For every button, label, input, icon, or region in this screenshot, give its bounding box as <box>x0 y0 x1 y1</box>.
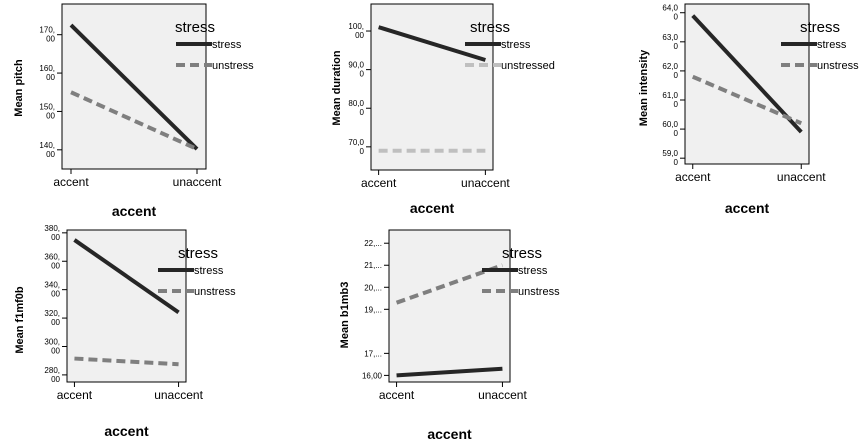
chart-panel-1: 170, 00 160, 00 150, 00 140, 00 accent unaccent ac… <box>13 3 254 219</box>
legend-title: stress <box>178 245 218 262</box>
x-axis-title: accent <box>112 203 157 219</box>
x-axis-title: accent <box>410 200 455 216</box>
y-axis-title: Mean f1mf0b <box>14 286 26 354</box>
chart-panel-5: 22,... 21,... 20,... 19,... 17,... 16,00 accen… <box>339 229 560 441</box>
legend-entry-label: stress <box>501 39 531 51</box>
legend-entry-label: stress <box>817 39 847 51</box>
y-tick-label: 140, 00 <box>39 141 55 159</box>
y-tick-label: 20,... <box>364 283 382 292</box>
x-tick-label: accent <box>57 388 93 402</box>
legend-title: stress <box>470 19 510 36</box>
y-tick-label: 19,... <box>364 305 382 314</box>
legend-title: stress <box>800 19 840 36</box>
y-tick-label: 100, 00 <box>348 22 364 40</box>
y-tick-label: 62,0 0 <box>662 62 678 80</box>
y-tick-label: 380, 00 <box>44 224 60 242</box>
legend-title: stress <box>502 245 542 262</box>
series-line-stress <box>69 23 199 151</box>
x-axis-title: accent <box>725 200 770 216</box>
x-tick-label: accent <box>361 176 397 190</box>
series-line-stress <box>396 366 503 378</box>
y-tick-label: 60,0 0 <box>662 120 678 138</box>
legend-entry-label: unstressed <box>501 60 555 72</box>
x-tick-label: unaccent <box>461 176 510 190</box>
y-tick-label: 150, 00 <box>39 102 55 120</box>
series-line-unstress <box>691 74 803 126</box>
y-tick-label: 61,0 0 <box>662 91 678 109</box>
series-line-stress <box>691 14 803 134</box>
y-axis-title: Mean duration <box>331 50 343 125</box>
y-tick-label: 17,... <box>364 349 382 358</box>
x-tick-label: unaccent <box>173 175 222 189</box>
x-tick-label: unaccent <box>154 388 203 402</box>
legend-entry-label: unstress <box>194 286 236 298</box>
legend-entry-label: unstress <box>518 286 560 298</box>
y-axis-title: Mean intensity <box>638 49 650 126</box>
series-line-unstress <box>70 90 198 151</box>
y-tick-label: 320, 00 <box>44 309 60 327</box>
y-tick-label: 170, 00 <box>39 26 55 44</box>
x-axis-title: accent <box>427 426 472 441</box>
x-tick-label: unaccent <box>478 388 527 402</box>
x-tick-label: unaccent <box>777 170 826 184</box>
x-tick-label: accent <box>379 388 415 402</box>
y-tick-label: 70,0 0 <box>348 138 364 156</box>
y-tick-label: 21,... <box>364 261 382 270</box>
series-line-unstress <box>395 263 504 305</box>
y-tick-label: 300, 00 <box>44 337 60 355</box>
y-axis-title: Mean b1mb3 <box>339 282 351 349</box>
y-tick-label: 16,00 <box>362 371 383 380</box>
chart-panel-4: 380, 00 360, 00 340, 00 320, 00 300, 00 280, 00 acce… <box>14 224 236 439</box>
y-tick-label: 360, 00 <box>44 252 60 270</box>
series-line-stress <box>73 238 180 315</box>
legend-entry-label: stress <box>212 39 242 51</box>
x-tick-label: accent <box>53 175 89 189</box>
legend-entry-label: unstress <box>817 60 859 72</box>
legend-entry-label: stress <box>518 265 548 277</box>
y-tick-label: 340, 00 <box>44 281 60 299</box>
y-tick-label: 280, 00 <box>44 366 60 384</box>
legend-entry-label: stress <box>194 265 224 277</box>
y-tick-label: 90,0 0 <box>348 61 364 79</box>
y-axis-title: Mean pitch <box>13 59 25 117</box>
y-tick-label: 22,... <box>364 239 382 248</box>
y-tick-label: 63,0 0 <box>662 33 678 51</box>
x-tick-label: accent <box>675 170 711 184</box>
y-tick-label: 80,0 0 <box>348 99 364 117</box>
y-tick-label: 160, 00 <box>39 64 55 82</box>
y-tick-label: 64,0 0 <box>662 4 678 22</box>
legend-entry-label: unstress <box>212 60 254 72</box>
series-line-stress <box>378 25 486 62</box>
y-tick-label: 59,0 0 <box>662 149 678 167</box>
plot-frame <box>388 229 511 383</box>
chart-panel-3: 64,0 0 63,0 0 62,0 0 61,0 0 60,0 0 59,0 0 accent unac… <box>638 3 859 216</box>
series-line-unstress <box>74 356 179 367</box>
x-axis-title: accent <box>104 423 149 439</box>
chart-panel-2: 100, 00 90,0 0 80,0 0 70,0 0 accent unaccent accen… <box>331 3 555 216</box>
legend-title: stress <box>175 19 215 36</box>
